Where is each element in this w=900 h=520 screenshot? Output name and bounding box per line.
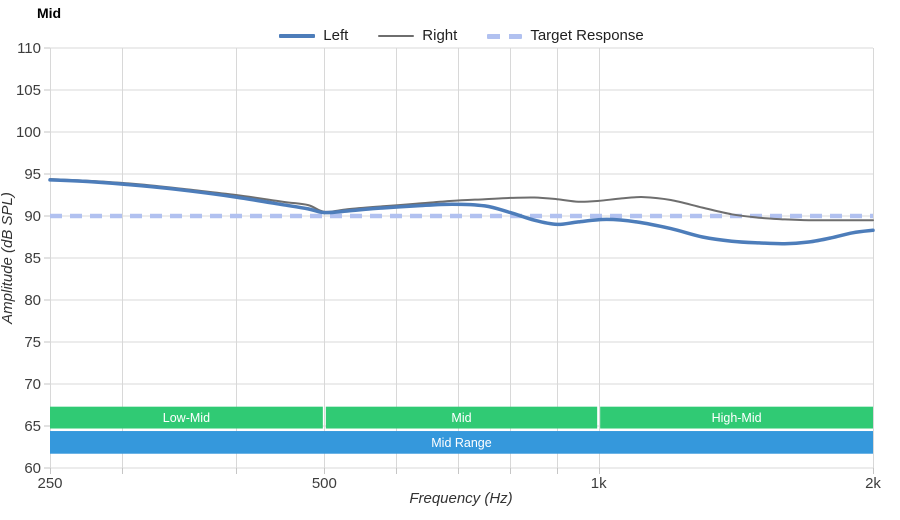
legend-item-target-response[interactable]: Target Response	[487, 26, 644, 46]
y-tick-label: 80	[24, 292, 41, 309]
band-segment	[50, 431, 873, 454]
y-tick-label: 100	[16, 124, 41, 141]
y-tick-label: 105	[16, 82, 41, 99]
y-tick-label: 85	[24, 250, 41, 267]
x-axis-title: Frequency (Hz)	[409, 490, 512, 507]
left-line-swatch-icon	[279, 34, 316, 38]
legend-label-left: Left	[323, 27, 349, 44]
gridlines	[50, 47, 874, 469]
right-line-swatch-icon	[378, 35, 415, 37]
band-segment	[50, 406, 323, 429]
chart-legend: Left Right Target Response	[50, 26, 873, 46]
band-segment	[325, 406, 598, 429]
x-tick-label: 2k	[865, 475, 881, 492]
range-bands: Low-Mid Mid High-Mid Mid Range	[50, 406, 873, 454]
y-axis-title: Amplitude (dB SPL)	[0, 192, 16, 325]
y-tick-label: 70	[24, 376, 41, 393]
band-label: Mid Range	[431, 436, 491, 450]
y-tick-label: 110	[17, 40, 41, 57]
legend-label-right: Right	[422, 27, 458, 44]
legend-label-target-response: Target Response	[530, 27, 644, 44]
band-label: High-Mid	[712, 411, 762, 425]
y-tick-label: 65	[24, 418, 41, 435]
right-line	[49, 178, 874, 222]
target-response-swatch-icon	[487, 33, 523, 39]
legend-item-right[interactable]: Right	[378, 26, 457, 46]
x-tick-label: 1k	[591, 475, 607, 492]
y-tick-label: 95	[24, 166, 41, 183]
series-lines	[48, 178, 875, 246]
band-label: Mid	[451, 411, 471, 425]
legend-item-left[interactable]: Left	[279, 26, 348, 46]
band-segment	[600, 406, 873, 429]
y-tick-label: 75	[24, 334, 41, 351]
y-tick-label: 60	[24, 460, 41, 477]
x-tick-label: 500	[312, 475, 337, 492]
x-tick-label: 250	[37, 475, 62, 492]
chart-title: Mid	[37, 5, 62, 21]
left-line	[48, 178, 875, 246]
y-tick-label: 90	[24, 208, 41, 225]
tick-marks	[44, 47, 874, 474]
band-label: Low-Mid	[163, 411, 210, 425]
